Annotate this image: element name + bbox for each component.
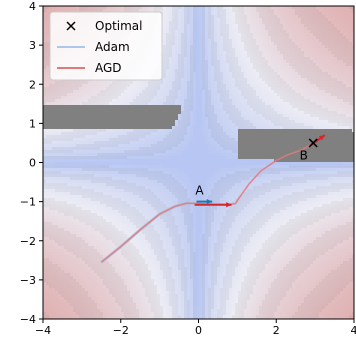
agd-step-arrow-b-head (318, 135, 325, 141)
y-tick-label: 3 (29, 39, 36, 52)
y-tick-label: −3 (20, 274, 36, 287)
x-axis: −4 −2 0 2 4 (35, 319, 356, 337)
annotation-b: B (300, 148, 308, 162)
legend-label-optimal: Optimal (95, 19, 142, 33)
x-tick-label: −4 (35, 324, 51, 337)
optimal-marker (308, 138, 318, 148)
legend-label-agd: AGD (95, 61, 122, 75)
adam-step-arrow-a-head (206, 199, 213, 205)
x-tick-label: 2 (273, 324, 280, 337)
annotation-a: A (195, 184, 204, 198)
x-tick-label: −2 (113, 324, 129, 337)
legend-marker-optimal (66, 21, 76, 31)
y-tick-label: −2 (20, 235, 36, 248)
y-axis: −4 −3 −2 −1 0 1 2 3 4 (20, 0, 43, 326)
x-tick-label: 4 (351, 324, 356, 337)
y-tick-label: 2 (29, 78, 36, 91)
trajectory-layer (100, 134, 326, 264)
y-tick-label: 0 (29, 157, 36, 170)
y-tick-label: 4 (29, 0, 36, 13)
y-tick-label: −1 (20, 196, 36, 209)
legend-label-adam: Adam (95, 40, 130, 54)
y-tick-label: 1 (29, 117, 36, 130)
series-agd (100, 138, 320, 263)
y-tick-label: −4 (20, 313, 36, 326)
legend-box (49, 11, 163, 81)
agd-step-arrow-a-head (226, 202, 232, 208)
x-tick-label: 0 (195, 324, 202, 337)
loss-contour-field (43, 6, 354, 319)
legend: Optimal Adam AGD (49, 11, 163, 81)
